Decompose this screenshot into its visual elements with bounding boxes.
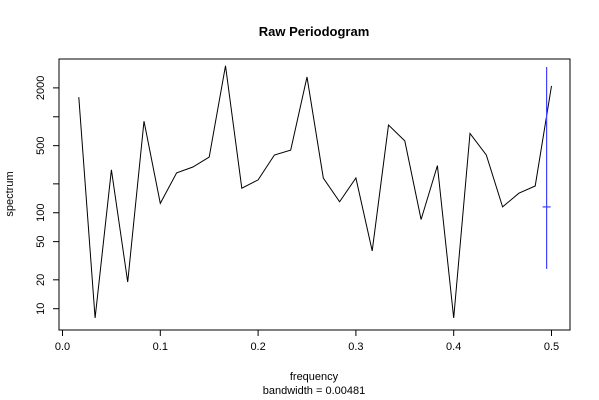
- y-axis-label: spectrum: [4, 171, 16, 216]
- x-axis: 0.0 0.1 0.2 0.3 0.4 0.5: [55, 329, 559, 353]
- y-tick-label: 20: [35, 274, 47, 286]
- x-tick-label: 0.2: [250, 341, 265, 353]
- spectrum-line: [78, 65, 552, 319]
- spectrum-series: [78, 65, 552, 319]
- chart-title: Raw Periodogram: [259, 24, 370, 39]
- bandwidth-label: bandwidth = 0.00481: [263, 385, 365, 397]
- x-tick-label: 0.5: [544, 341, 559, 353]
- confidence-bar: [542, 67, 551, 269]
- y-tick-label: 500: [35, 136, 47, 154]
- y-tick-label: 10: [35, 303, 47, 315]
- y-tick-label: 100: [35, 204, 47, 222]
- y-tick-label: 2000: [35, 76, 47, 100]
- x-tick-label: 0.0: [55, 341, 70, 353]
- y-tick-label: 50: [35, 236, 47, 248]
- plot-frame: [58, 58, 571, 331]
- x-tick-label: 0.1: [153, 341, 168, 353]
- y-axis: 10 20 50 100 500 2000: [35, 76, 60, 315]
- x-tick-label: 0.3: [348, 341, 363, 353]
- x-axis-label: frequency: [290, 371, 339, 383]
- x-tick-label: 0.4: [446, 341, 461, 353]
